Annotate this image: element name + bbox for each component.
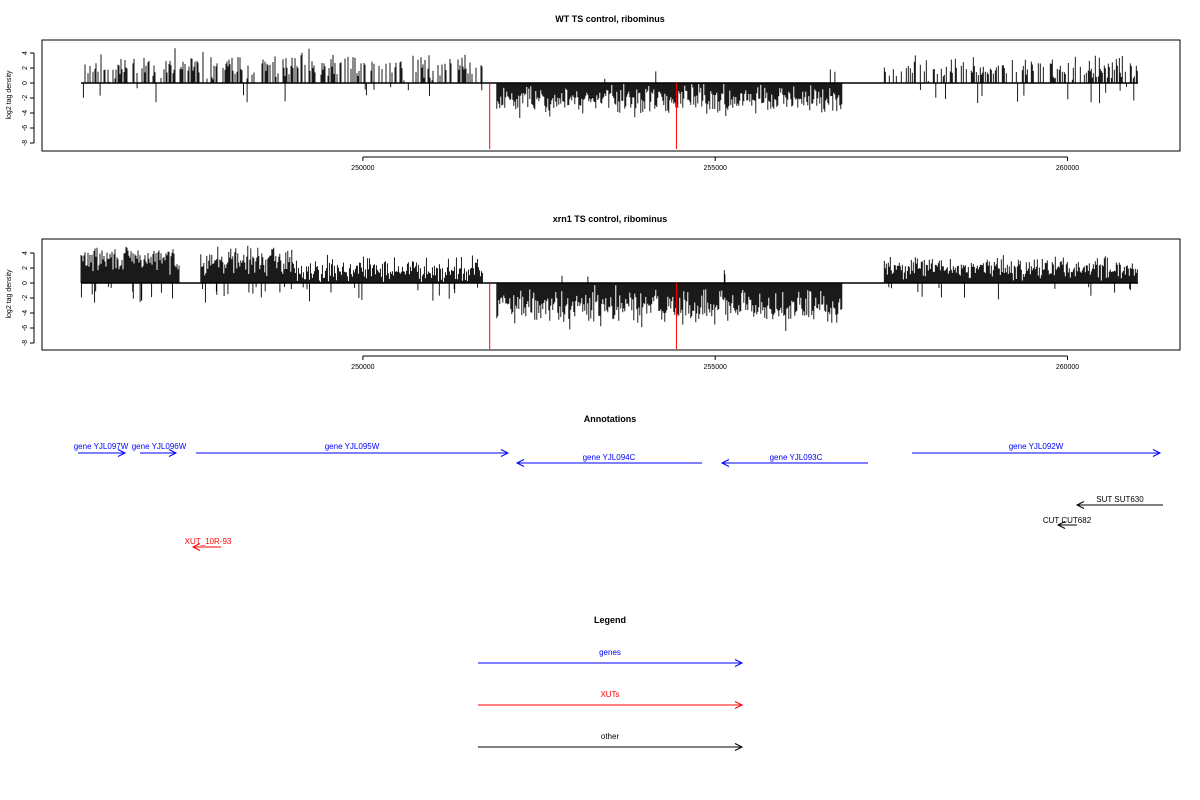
legend-item-label: other: [601, 732, 620, 741]
legend-arrow: [478, 659, 744, 667]
x-tick-label: 250000: [351, 165, 374, 172]
y-tick-label: -8: [22, 340, 29, 346]
y-tick-label: -4: [22, 310, 29, 316]
legend-panel: Legend genes XUTs other: [478, 615, 744, 751]
y-tick-label: -6: [22, 325, 29, 331]
wt-y-axis-label: log2 tag density: [6, 70, 13, 120]
y-tick-label: 0: [22, 281, 29, 285]
wt-track-panel: WT TS control, ribominus log2 tag densit…: [6, 14, 1181, 172]
wt-density-bars: [82, 48, 1138, 118]
wt-x-axis: 250000 255000 260000: [351, 156, 1079, 172]
wt-red-markers: [489, 83, 677, 149]
annotation-label: CUT CUT682: [1043, 516, 1092, 525]
annotation-arrow: [1075, 501, 1163, 509]
x-tick-label: 255000: [704, 364, 727, 371]
xrn1-y-axis: 4 2 0 -2 -4 -6 -8: [22, 251, 35, 346]
x-tick-label: 250000: [351, 364, 374, 371]
annotation-label: gene YJL093C: [770, 453, 823, 462]
wt-y-axis: 4 2 0 -2 -4 -6 -8: [22, 51, 35, 146]
y-tick-label: 4: [22, 251, 29, 255]
annotation-label: gene YJL092W: [1009, 442, 1064, 451]
annotation-label: SUT SUT630: [1096, 495, 1144, 504]
xrn1-track-title: xrn1 TS control, ribominus: [553, 214, 668, 224]
legend-item-label: XUTs: [600, 690, 619, 699]
annotation-label: XUT_10R-93: [185, 537, 232, 546]
x-tick-label: 255000: [704, 165, 727, 172]
y-tick-label: 0: [22, 81, 29, 85]
x-tick-label: 260000: [1056, 364, 1079, 371]
xrn1-red-markers: [489, 283, 677, 349]
xrn1-y-axis-label: log2 tag density: [6, 269, 13, 319]
density-bar-series: [80, 245, 1138, 331]
x-tick-label: 260000: [1056, 165, 1079, 172]
legend-arrow: [478, 743, 744, 751]
y-tick-label: -8: [22, 140, 29, 146]
annotation-arrow: [912, 449, 1162, 457]
annotation-arrow: [196, 449, 510, 457]
annotation-arrow: [720, 459, 868, 467]
annotation-label: gene YJL095W: [325, 442, 380, 451]
y-tick-label: -2: [22, 95, 29, 101]
xrn1-x-axis: 250000 255000 260000: [351, 355, 1079, 371]
y-tick-label: 2: [22, 266, 29, 270]
wt-track-title: WT TS control, ribominus: [555, 14, 665, 24]
annotation-arrow: [1056, 521, 1077, 529]
legend-title: Legend: [594, 615, 626, 625]
annotations-panel: Annotations gene YJL097W gene YJL096W gene…: [74, 414, 1163, 551]
legend-items: genes XUTs other: [478, 648, 744, 751]
xrn1-track-panel: xrn1 TS control, ribominus log2 tag dens…: [6, 214, 1181, 371]
y-tick-label: -2: [22, 295, 29, 301]
annotation-arrow: [515, 459, 702, 467]
annotation-arrow: [140, 449, 178, 457]
annotation-features: gene YJL097W gene YJL096W gene YJL095W gene…: [74, 442, 1163, 551]
wt-plot-frame: [41, 39, 1181, 152]
legend-item-label: genes: [599, 648, 621, 657]
legend-arrow: [478, 701, 744, 709]
y-tick-label: 4: [22, 51, 29, 55]
xrn1-density-bars: [80, 245, 1138, 331]
annotation-arrow: [78, 449, 127, 457]
annotation-arrow: [191, 543, 221, 551]
annotation-label: gene YJL096W: [132, 442, 187, 451]
xrn1-plot-frame: [41, 238, 1181, 351]
annotation-label: gene YJL097W: [74, 442, 129, 451]
y-tick-label: 2: [22, 66, 29, 70]
y-tick-label: -4: [22, 110, 29, 116]
density-bar-series: [82, 48, 1138, 118]
annotations-title: Annotations: [584, 414, 637, 424]
y-tick-label: -6: [22, 125, 29, 131]
annotation-label: gene YJL094C: [583, 453, 636, 462]
